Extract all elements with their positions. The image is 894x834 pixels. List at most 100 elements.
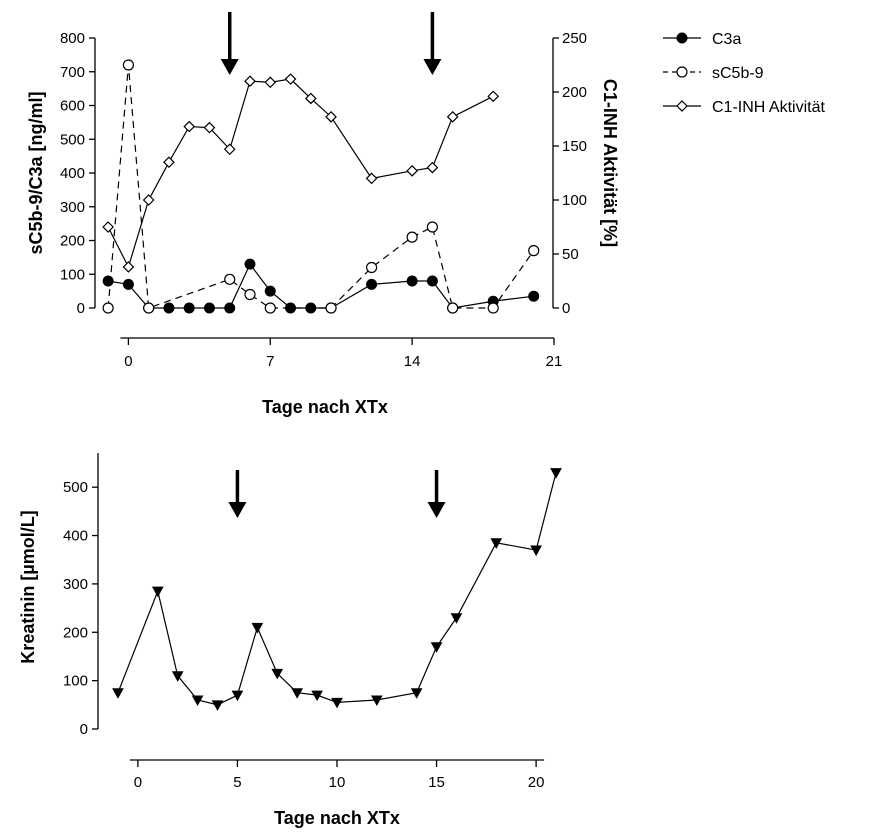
c1-inh-aktivit-t-point xyxy=(142,194,155,206)
series-point xyxy=(410,688,423,699)
series-point xyxy=(112,688,124,699)
bottom-chart-series xyxy=(112,468,562,711)
sc5b-9-point xyxy=(122,59,134,71)
y2-tick-label: 200 xyxy=(562,84,587,101)
y-tick-label: 500 xyxy=(60,131,85,148)
y-tick-label: 300 xyxy=(60,199,85,216)
series-point xyxy=(530,545,542,557)
x-tick-label: 10 xyxy=(329,774,346,791)
c1-inh-aktivit-t-point xyxy=(426,161,439,174)
c1-inh-aktivit-t-point xyxy=(102,221,114,233)
arrowhead-icon xyxy=(427,502,446,518)
y-tick-label: 800 xyxy=(60,30,85,47)
c1-inh-aktivit-t-point xyxy=(365,172,378,185)
y-tick-label: 100 xyxy=(63,673,88,690)
top-chart-axes xyxy=(94,38,554,339)
sc5b-9-line xyxy=(107,64,535,309)
y2-tick-label: 100 xyxy=(562,192,587,209)
c1-inh-aktivit-t-point xyxy=(163,156,175,169)
x-tick-label: 21 xyxy=(546,353,563,370)
bottom-chart-xlabel: Tage nach XTx xyxy=(274,808,400,828)
series-point xyxy=(251,622,264,634)
series-point xyxy=(550,468,562,479)
arrowhead-icon xyxy=(423,59,442,75)
top-chart-series xyxy=(102,59,540,314)
x-tick-label: 0 xyxy=(134,774,142,791)
bottom-chart: 0 100 200 300 400 500 0 5 10 15 20 Tage nach XTx K… xyxy=(18,453,562,828)
legend-sc5b9-label: sC5b-9 xyxy=(712,65,764,82)
sc5b-9-point xyxy=(487,302,499,314)
series-point xyxy=(291,688,304,699)
series-point xyxy=(151,586,164,598)
x-tick-label: 14 xyxy=(404,353,421,370)
c3a-point xyxy=(203,302,215,314)
series-point xyxy=(191,695,204,707)
series-point xyxy=(370,695,383,707)
y-tick-label: 400 xyxy=(63,528,88,545)
y-tick-label: 600 xyxy=(60,98,85,115)
top-chart-ticks: 0 100 200 300 400 500 600 700 800 0 50 100 150 200 250… xyxy=(60,30,587,370)
x-tick-label: 5 xyxy=(233,774,241,791)
sc5b-9-point xyxy=(264,302,276,314)
c1-inh-aktivit-t-point xyxy=(244,75,256,88)
top-chart: 0 100 200 300 400 500 600 700 800 0 50 100 150 200 250… xyxy=(26,12,620,417)
c3a-point xyxy=(163,302,175,314)
y-tick-label: 500 xyxy=(63,479,88,496)
y-tick-label: 200 xyxy=(63,624,88,641)
x-tick-label: 7 xyxy=(266,353,274,370)
top-chart-xlabel: Tage nach XTx xyxy=(262,397,388,417)
c1-inh-aktivit-t-point xyxy=(325,110,337,123)
c3a-point xyxy=(102,275,114,287)
c1-inh-aktivit-t-point xyxy=(223,143,236,156)
series-point xyxy=(171,671,184,682)
legend: C3a sC5b-9 C1-INH Aktivität xyxy=(663,31,825,116)
x-tick-label: 0 xyxy=(124,353,132,370)
sc5b-9-point xyxy=(447,302,459,314)
top-chart-arrows xyxy=(220,12,442,75)
c3a-point xyxy=(528,290,540,302)
y-tick-label: 300 xyxy=(63,576,88,593)
y-tick-label: 0 xyxy=(77,300,85,317)
series-point xyxy=(331,697,343,709)
series-point xyxy=(450,613,463,624)
sc5b-9-point xyxy=(244,288,256,301)
c1-inh-aktivit-t-point xyxy=(203,121,216,134)
c3a-point xyxy=(264,285,276,297)
y2-tick-label: 250 xyxy=(562,30,587,47)
c1-inh-aktivit-t-line xyxy=(107,78,494,269)
bottom-chart-arrows xyxy=(228,470,446,518)
c3a-point xyxy=(224,302,236,314)
c3a-point xyxy=(122,278,134,290)
arrowhead-icon xyxy=(220,59,239,75)
top-chart-y2label: C1-INH Aktivität [%] xyxy=(600,79,620,247)
sc5b-9-point xyxy=(102,302,114,314)
series-point xyxy=(271,668,284,680)
sc5b-9-point xyxy=(406,231,418,243)
y-tick-label: 200 xyxy=(60,233,85,250)
legend-item-c1inh: C1-INH Aktivität xyxy=(663,99,825,116)
c1-inh-aktivit-t-point xyxy=(264,76,277,89)
legend-c3a-marker-icon xyxy=(676,32,688,44)
series-line xyxy=(117,472,557,706)
legend-c3a-label: C3a xyxy=(712,31,741,48)
y-tick-label: 700 xyxy=(60,64,85,81)
legend-c1inh-label: C1-INH Aktivität xyxy=(712,99,825,116)
c1-inh-aktivit-t-point xyxy=(304,92,317,105)
series-point xyxy=(430,642,443,653)
c1-inh-aktivit-t-point xyxy=(183,120,196,133)
c1-inh-aktivit-t-point xyxy=(122,261,135,273)
c3a-line xyxy=(108,262,534,309)
c1-inh-aktivit-t-point xyxy=(406,164,418,177)
c1-inh-aktivit-t-point xyxy=(487,90,500,103)
legend-c1inh-marker-icon xyxy=(676,100,688,112)
c3a-point xyxy=(244,258,256,270)
series-point xyxy=(490,538,503,549)
series-point xyxy=(311,690,323,702)
series-point xyxy=(231,690,244,702)
sc5b-9-point xyxy=(143,302,155,314)
arrowhead-icon xyxy=(228,502,247,518)
top-chart-ylabel: sC5b-9/C3a [ng/ml] xyxy=(26,91,46,254)
c3a-point xyxy=(406,275,418,287)
y2-tick-label: 150 xyxy=(562,138,587,155)
legend-item-c3a: C3a xyxy=(663,31,741,48)
